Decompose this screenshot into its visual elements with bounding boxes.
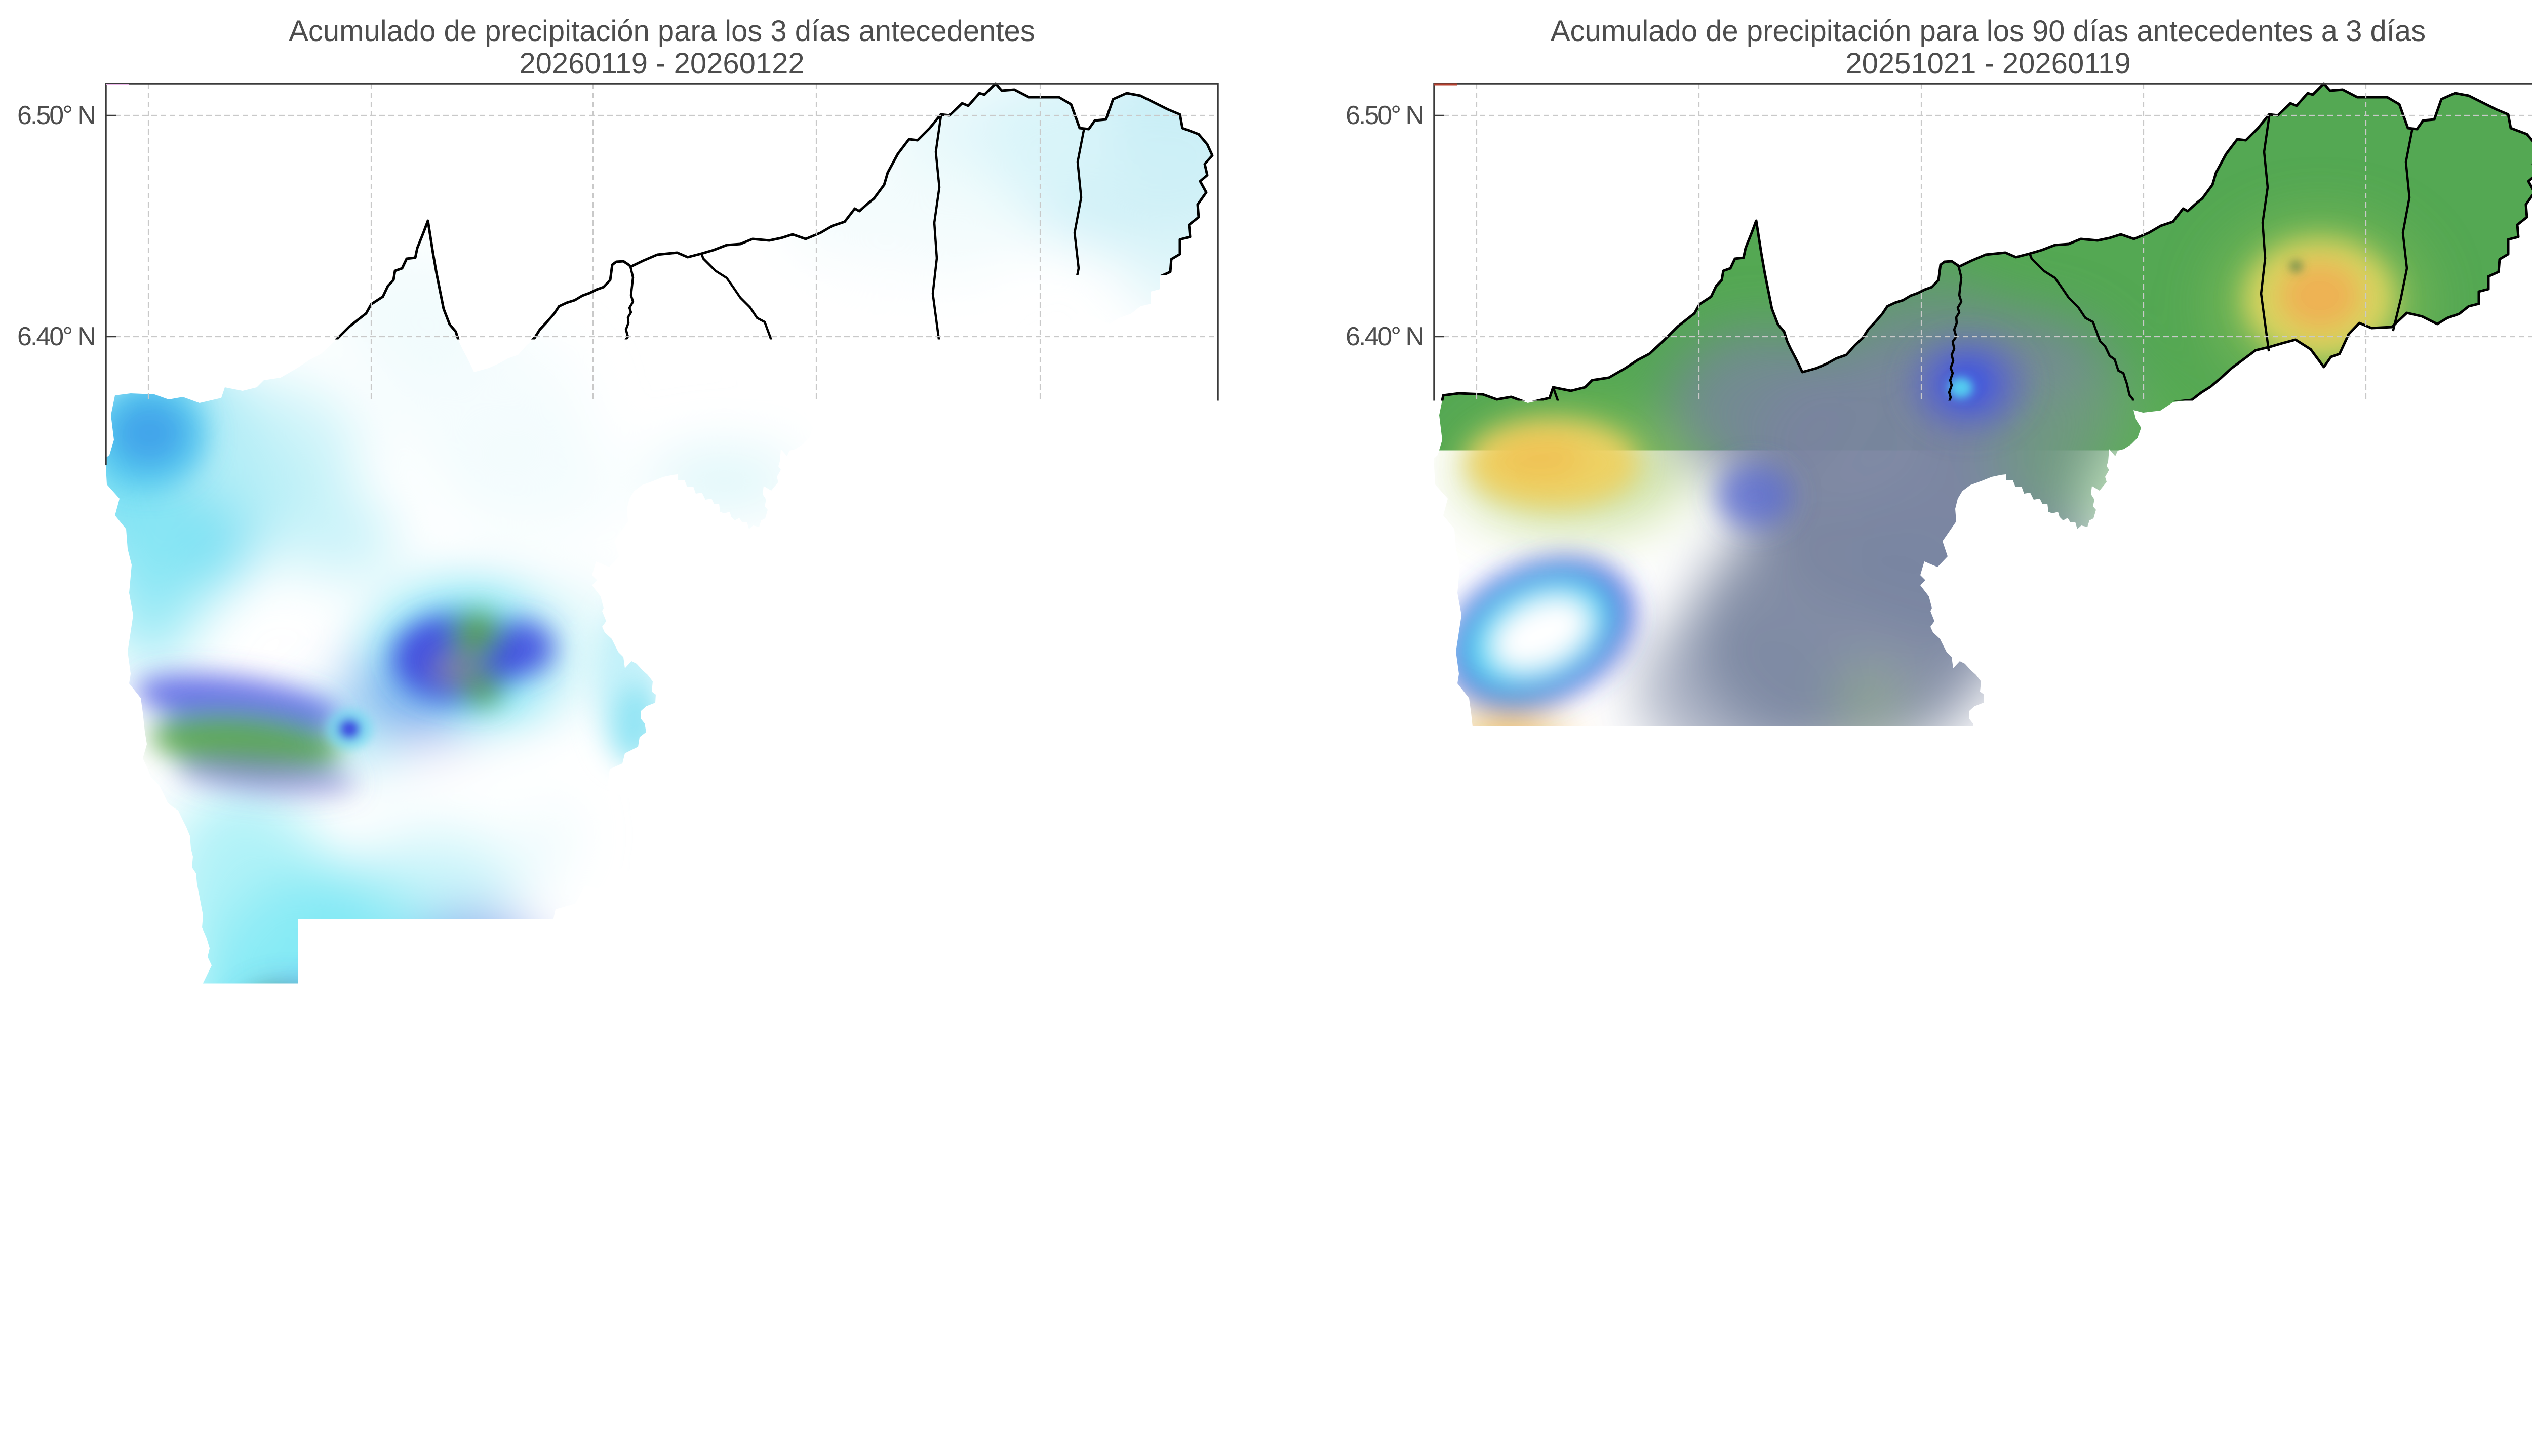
svg-text:80: 80 (944, 1364, 971, 1393)
svg-text:75.50° W: 75.50° W (1873, 1279, 1971, 1308)
svg-text:75.30° W: 75.30° W (2318, 1279, 2416, 1308)
svg-text:30: 30 (444, 1364, 471, 1393)
svg-text:5: 5 (201, 1364, 214, 1393)
svg-text:40: 40 (544, 1364, 571, 1393)
svg-text:75.70° W: 75.70° W (100, 1279, 198, 1308)
svg-text:6.40° N: 6.40° N (17, 322, 95, 351)
svg-text:6.10° N: 6.10° N (1346, 986, 1423, 1015)
svg-text:75.40° W: 75.40° W (768, 1279, 866, 1308)
svg-text:200: 200 (1664, 1364, 1704, 1393)
svg-text:20: 20 (344, 1364, 371, 1393)
svg-text:600: 600 (2064, 1364, 2104, 1393)
svg-text:6.50° N: 6.50° N (1346, 101, 1423, 130)
svg-text:900: 900 (2364, 1364, 2404, 1393)
svg-text:6.30° N: 6.30° N (17, 543, 95, 573)
svg-text:75.30° W: 75.30° W (992, 1279, 1090, 1308)
svg-text:75.60° W: 75.60° W (1651, 1279, 1749, 1308)
svg-text:6.50° N: 6.50° N (17, 101, 95, 130)
svg-text:800: 800 (2265, 1364, 2305, 1393)
svg-text:6.00° N: 6.00° N (1346, 1207, 1423, 1236)
svg-text:1: 1 (161, 1364, 174, 1393)
svg-text:100: 100 (1137, 1364, 1177, 1393)
svg-text:15: 15 (294, 1364, 321, 1393)
svg-text:6.20° N: 6.20° N (1346, 764, 1423, 794)
svg-text:700: 700 (2164, 1364, 2204, 1393)
svg-text:75.50° W: 75.50° W (545, 1279, 643, 1308)
svg-text:6.10° N: 6.10° N (17, 986, 95, 1015)
svg-text:500: 500 (1964, 1364, 2004, 1393)
svg-text:1000: 1000 (2458, 1364, 2511, 1393)
svg-text:0: 0 (1477, 1364, 1490, 1393)
svg-text:Acumulado Precipitación [mm]: Acumulado Precipitación [mm] (416, 1401, 914, 1445)
svg-text:75.40° W: 75.40° W (2095, 1279, 2193, 1308)
svg-text:75.70° W: 75.70° W (1429, 1279, 1526, 1308)
svg-text:6.30° N: 6.30° N (1346, 543, 1423, 573)
svg-text:50: 50 (644, 1364, 671, 1393)
svg-text:Acumulado de precipitación par: Acumulado de precipitación para los 90 d… (1551, 15, 2426, 48)
svg-text:6.20° N: 6.20° N (17, 764, 95, 794)
svg-text:60: 60 (744, 1364, 771, 1393)
svg-text:6.00° N: 6.00° N (17, 1207, 95, 1236)
svg-text:75.60° W: 75.60° W (323, 1279, 421, 1308)
svg-text:25: 25 (394, 1364, 421, 1393)
svg-text:20260119 - 20260122: 20260119 - 20260122 (519, 47, 804, 80)
svg-text:Acumulado Precipitación [mm]: Acumulado Precipitación [mm] (1739, 1401, 2237, 1445)
svg-text:10: 10 (244, 1364, 271, 1393)
svg-text:400: 400 (1864, 1364, 1904, 1393)
svg-text:300: 300 (1764, 1364, 1804, 1393)
svg-text:Acumulado de precipitación par: Acumulado de precipitación para los 3 dí… (289, 15, 1035, 48)
svg-text:20251021 - 20260119: 20251021 - 20260119 (1845, 47, 2130, 80)
svg-text:35: 35 (494, 1364, 521, 1393)
svg-text:100: 100 (1564, 1364, 1604, 1393)
svg-text:6.40° N: 6.40° N (1346, 322, 1423, 351)
